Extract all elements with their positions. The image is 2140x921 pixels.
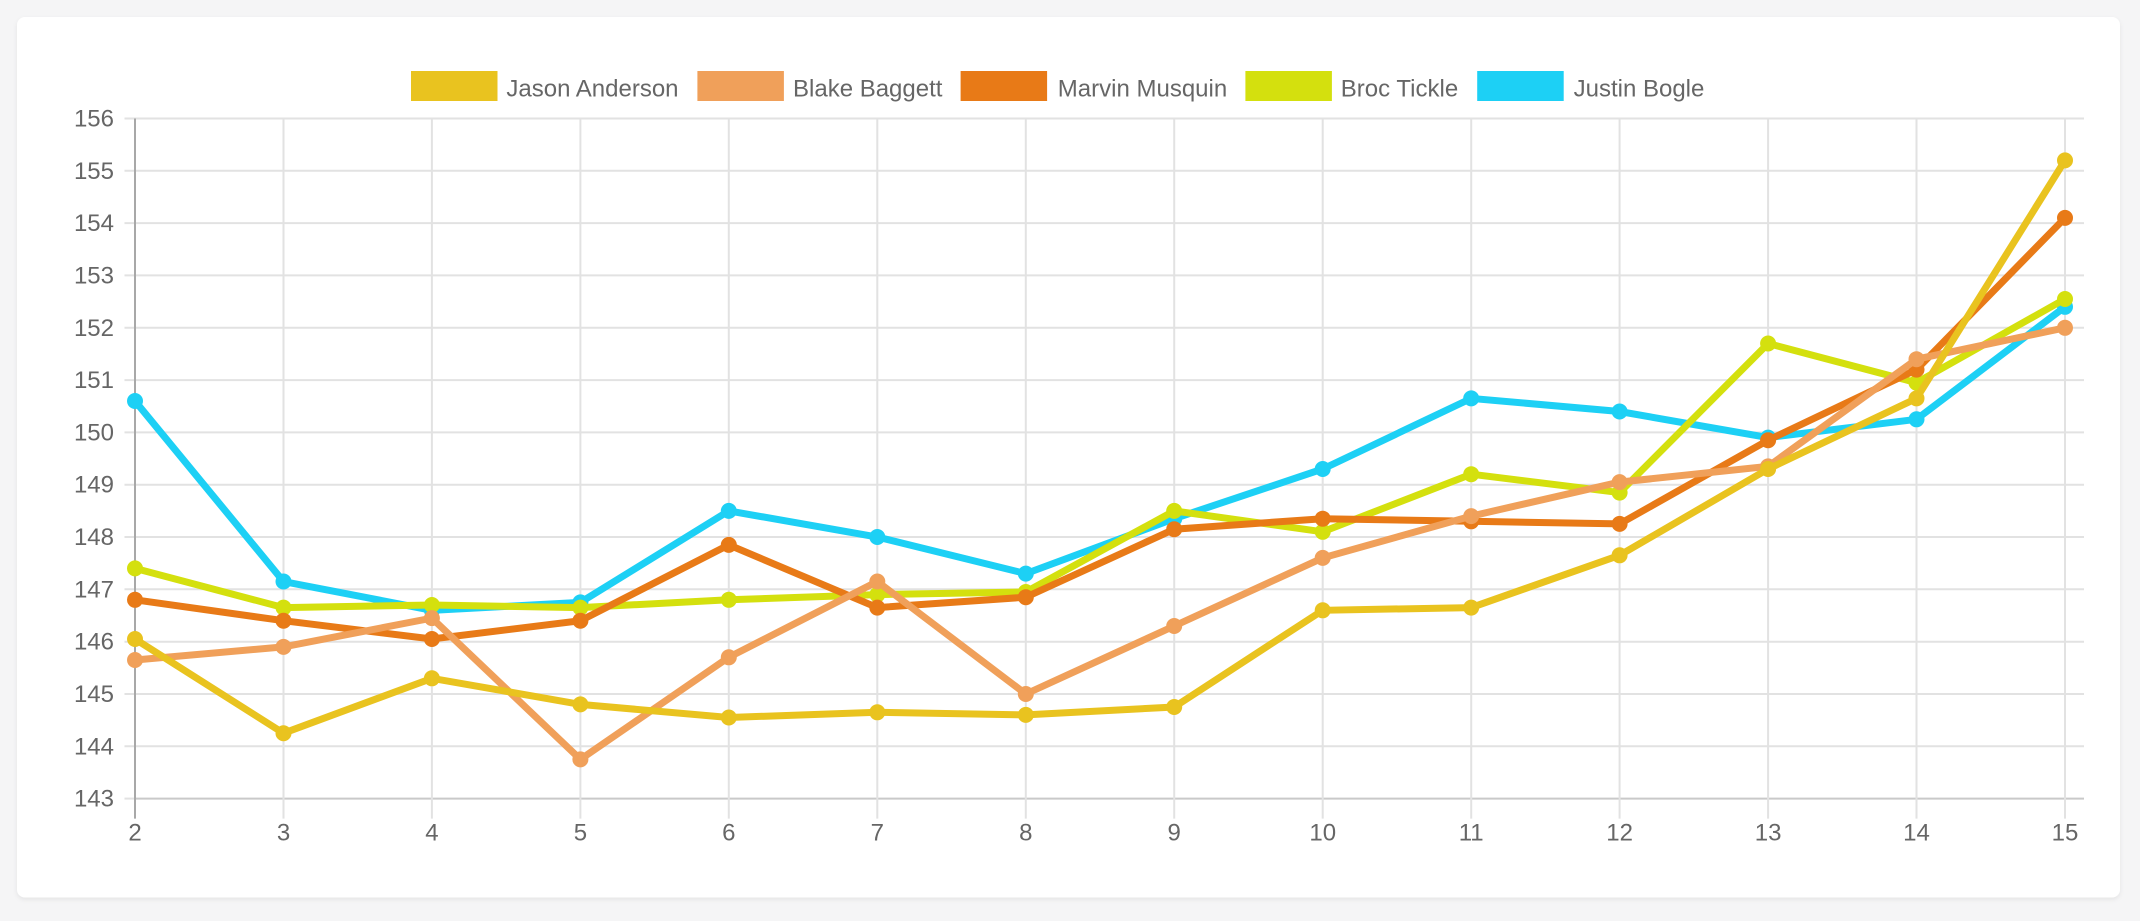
svg-text:Blake Baggett: Blake Baggett bbox=[793, 76, 943, 103]
svg-text:143: 143 bbox=[74, 786, 114, 813]
svg-text:2: 2 bbox=[128, 820, 141, 847]
svg-text:Jason Anderson: Jason Anderson bbox=[506, 76, 678, 103]
svg-text:147: 147 bbox=[74, 576, 114, 603]
svg-text:5: 5 bbox=[574, 820, 587, 847]
svg-text:145: 145 bbox=[74, 681, 114, 708]
svg-text:6: 6 bbox=[722, 820, 735, 847]
svg-text:13: 13 bbox=[1755, 820, 1782, 847]
svg-text:Broc Tickle: Broc Tickle bbox=[1341, 76, 1458, 103]
svg-text:7: 7 bbox=[871, 820, 884, 847]
svg-text:8: 8 bbox=[1019, 820, 1032, 847]
svg-text:153: 153 bbox=[74, 262, 114, 289]
svg-text:150: 150 bbox=[74, 419, 114, 446]
svg-text:156: 156 bbox=[74, 106, 114, 133]
svg-text:Justin Bogle: Justin Bogle bbox=[1574, 76, 1705, 103]
svg-text:10: 10 bbox=[1309, 820, 1336, 847]
svg-text:146: 146 bbox=[74, 629, 114, 656]
svg-text:152: 152 bbox=[74, 315, 114, 342]
svg-text:Marvin Musquin: Marvin Musquin bbox=[1058, 76, 1227, 103]
svg-text:144: 144 bbox=[74, 733, 114, 760]
svg-text:4: 4 bbox=[425, 820, 438, 847]
svg-text:15: 15 bbox=[2052, 820, 2079, 847]
svg-text:154: 154 bbox=[74, 210, 114, 237]
svg-text:149: 149 bbox=[74, 472, 114, 499]
svg-text:14: 14 bbox=[1903, 820, 1930, 847]
svg-text:9: 9 bbox=[1168, 820, 1181, 847]
svg-text:3: 3 bbox=[277, 820, 290, 847]
svg-text:12: 12 bbox=[1606, 820, 1633, 847]
svg-text:155: 155 bbox=[74, 158, 114, 185]
svg-text:148: 148 bbox=[74, 524, 114, 551]
svg-text:11: 11 bbox=[1459, 820, 1484, 847]
svg-text:151: 151 bbox=[74, 367, 114, 394]
